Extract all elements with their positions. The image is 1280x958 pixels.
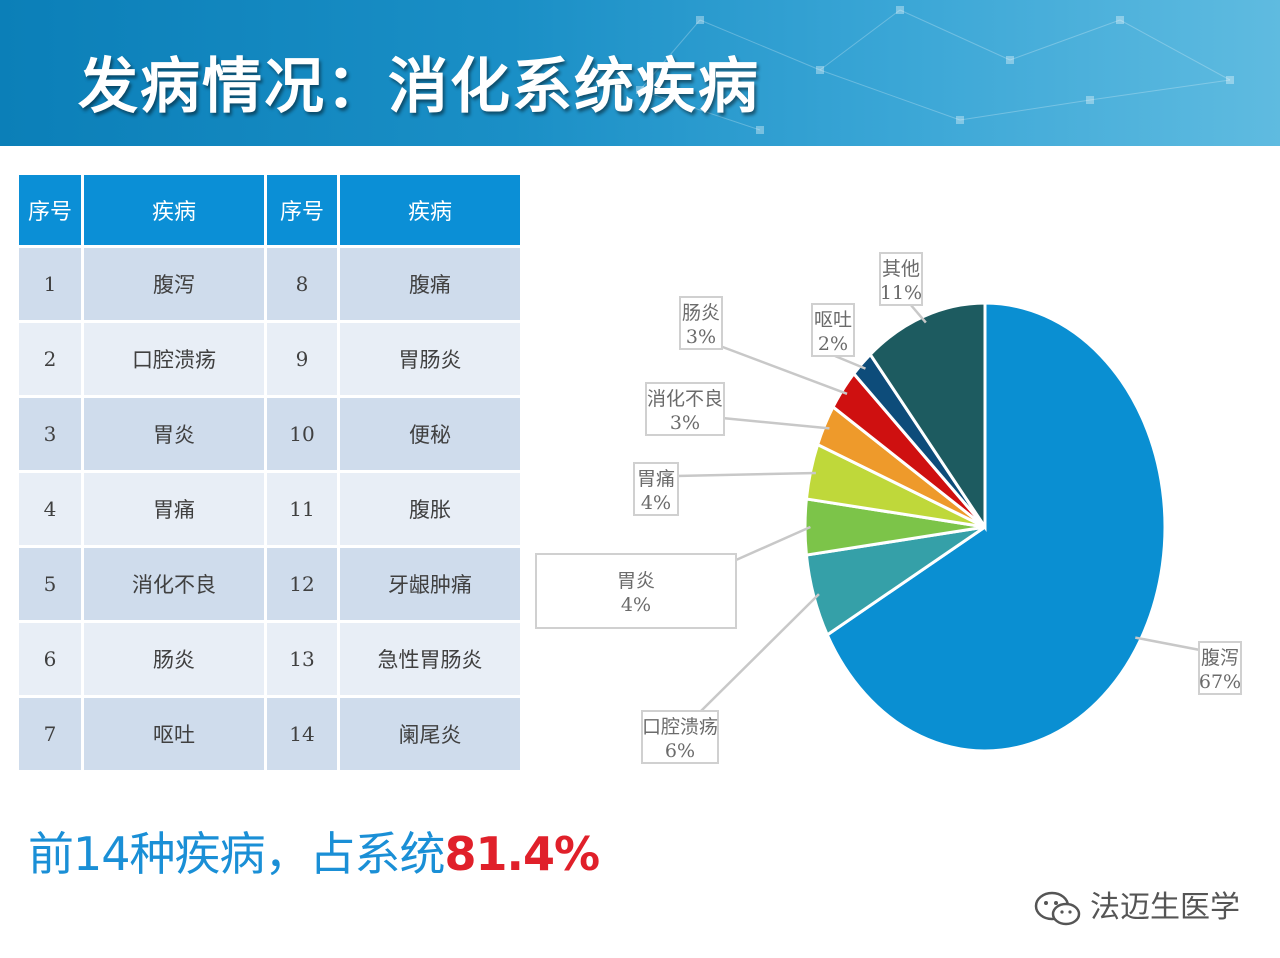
disease-cell: 口腔溃疡 — [84, 323, 264, 395]
seq-cell: 1 — [19, 248, 81, 320]
slice-label: 肠炎 — [682, 302, 720, 324]
disease-cell: 便秘 — [340, 398, 520, 470]
leader-line — [675, 471, 816, 478]
seq-cell: 13 — [267, 623, 337, 695]
disease-cell: 肠炎 — [84, 623, 264, 695]
table-row: 4 胃痛 11 腹胀 — [19, 473, 520, 545]
seq-cell: 10 — [267, 398, 337, 470]
seq-cell: 14 — [267, 698, 337, 770]
watermark: 法迈生医学 — [1034, 882, 1240, 928]
disease-cell: 腹泻 — [84, 248, 264, 320]
leader-line — [735, 525, 811, 562]
table-header-row: 序号 疾病 序号 疾病 — [19, 175, 520, 245]
summary-prefix: 前14种疾病，占系统 — [28, 827, 446, 881]
table-row: 7 呕吐 14 阑尾炎 — [19, 698, 520, 770]
table-row: 6 肠炎 13 急性胃肠炎 — [19, 623, 520, 695]
callout-box — [811, 303, 855, 357]
callout-box — [679, 296, 723, 350]
seq-cell: 6 — [19, 623, 81, 695]
disease-cell: 急性胃肠炎 — [340, 623, 520, 695]
header-disease-1: 疾病 — [84, 175, 264, 245]
disease-cell: 阑尾炎 — [340, 698, 520, 770]
header-banner: 发病情况：消化系统疾病 — [0, 0, 1280, 146]
seq-cell: 9 — [267, 323, 337, 395]
slice-percent: 3% — [686, 326, 716, 348]
slice-percent: 6% — [665, 740, 695, 762]
leader-line — [1135, 636, 1201, 652]
slice-label: 胃炎 — [617, 570, 655, 592]
slice-label: 腹泻 — [1201, 647, 1239, 669]
slice-label: 消化不良 — [647, 388, 723, 410]
disease-table: 序号 疾病 序号 疾病 1 腹泻 8 腹痛 2 口腔溃疡 9 胃肠炎 3 胃炎 … — [16, 172, 523, 773]
header-disease-2: 疾病 — [340, 175, 520, 245]
callout-box — [535, 553, 737, 629]
slice-percent: 4% — [641, 492, 671, 514]
seq-cell: 11 — [267, 473, 337, 545]
disease-cell: 胃炎 — [84, 398, 264, 470]
slice-percent: 67% — [1199, 671, 1241, 693]
seq-cell: 3 — [19, 398, 81, 470]
table-row: 2 口腔溃疡 9 胃肠炎 — [19, 323, 520, 395]
table-row: 5 消化不良 12 牙龈肿痛 — [19, 548, 520, 620]
callout-box — [1198, 641, 1242, 695]
network-pattern — [636, 6, 1234, 134]
leader-line — [721, 416, 830, 430]
wechat-icon — [1034, 891, 1081, 925]
leader-line — [909, 303, 927, 324]
leader-line — [719, 344, 848, 395]
disease-cell: 呕吐 — [84, 698, 264, 770]
callout-box — [879, 252, 923, 306]
summary-highlight: 81.4% — [444, 827, 601, 881]
header-seq-2: 序号 — [267, 175, 337, 245]
disease-cell: 腹痛 — [340, 248, 520, 320]
summary-text: 前14种疾病，占系统81.4% — [28, 818, 601, 884]
slice-percent: 2% — [818, 333, 848, 355]
slice-percent: 4% — [621, 594, 651, 616]
leader-line — [834, 354, 866, 370]
table-row: 1 腹泻 8 腹痛 — [19, 248, 520, 320]
pie-slice — [825, 301, 1167, 753]
seq-cell: 4 — [19, 473, 81, 545]
disease-cell: 腹胀 — [340, 473, 520, 545]
seq-cell: 7 — [19, 698, 81, 770]
disease-cell: 胃痛 — [84, 473, 264, 545]
slice-label: 呕吐 — [814, 309, 852, 331]
pie-slice — [868, 301, 987, 532]
callout-box — [641, 710, 719, 764]
page-title: 发病情况：消化系统疾病 — [78, 52, 760, 122]
disease-cell: 胃肠炎 — [340, 323, 520, 395]
watermark-text: 法迈生医学 — [1090, 890, 1240, 925]
leader-line — [699, 593, 820, 713]
table-row: 3 胃炎 10 便秘 — [19, 398, 520, 470]
callout-box — [645, 382, 725, 436]
slice-label: 口腔溃疡 — [642, 716, 718, 738]
slice-label: 其他 — [882, 258, 920, 280]
disease-cell: 牙龈肿痛 — [340, 548, 520, 620]
seq-cell: 5 — [19, 548, 81, 620]
seq-cell: 2 — [19, 323, 81, 395]
slice-label: 胃痛 — [637, 468, 675, 490]
slice-percent: 3% — [670, 412, 700, 434]
slice-percent: 11% — [880, 282, 922, 304]
callout-box — [633, 462, 679, 516]
header-seq-1: 序号 — [19, 175, 81, 245]
seq-cell: 8 — [267, 248, 337, 320]
disease-cell: 消化不良 — [84, 548, 264, 620]
seq-cell: 12 — [267, 548, 337, 620]
